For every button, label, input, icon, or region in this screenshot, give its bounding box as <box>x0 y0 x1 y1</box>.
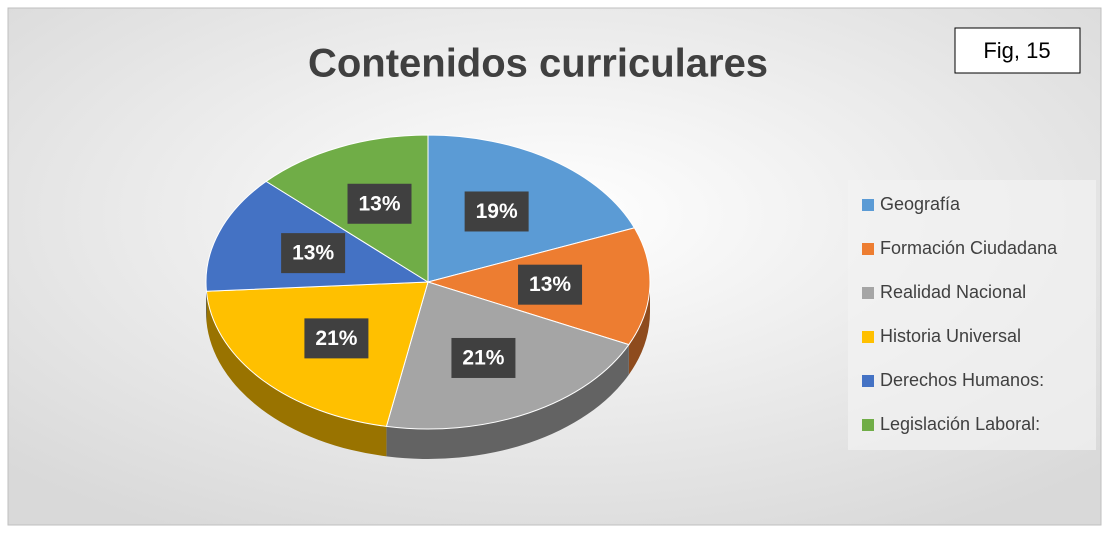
legend-label: Formación Ciudadana <box>880 238 1058 258</box>
slice-side <box>628 282 650 375</box>
legend-label: Legislación Laboral: <box>880 414 1040 434</box>
legend-box <box>848 180 1096 450</box>
legend-swatch <box>862 243 874 255</box>
legend-swatch <box>862 287 874 299</box>
legend-label: Geografía <box>880 194 961 214</box>
annotation: Fig, 15 <box>983 38 1050 63</box>
legend-label: Derechos Humanos: <box>880 370 1044 390</box>
slice-side <box>206 291 387 457</box>
data-label-box <box>304 318 369 359</box>
data-label-box <box>347 183 412 224</box>
data-label-box <box>451 337 516 378</box>
data-label: 13% <box>529 273 571 296</box>
annotation-box <box>954 27 1081 74</box>
data-label: 19% <box>476 200 518 223</box>
chart-title: Contenidos curriculares <box>308 42 768 86</box>
data-label-box <box>464 191 529 232</box>
data-label: 21% <box>462 347 504 370</box>
slice <box>265 134 429 283</box>
data-label-box <box>281 233 346 274</box>
legend-swatch <box>862 331 874 343</box>
legend-swatch <box>862 375 874 387</box>
legend-swatch <box>862 419 874 431</box>
data-label-box <box>518 264 583 305</box>
data-label: 13% <box>292 242 334 265</box>
data-label: 21% <box>315 327 357 350</box>
legend-label: Historia Universal <box>880 326 1021 346</box>
data-label: 13% <box>358 192 400 215</box>
slice <box>427 134 636 283</box>
legend-label: Realidad Nacional <box>880 282 1026 302</box>
legend-swatch <box>862 199 874 211</box>
slice-side <box>386 344 629 459</box>
